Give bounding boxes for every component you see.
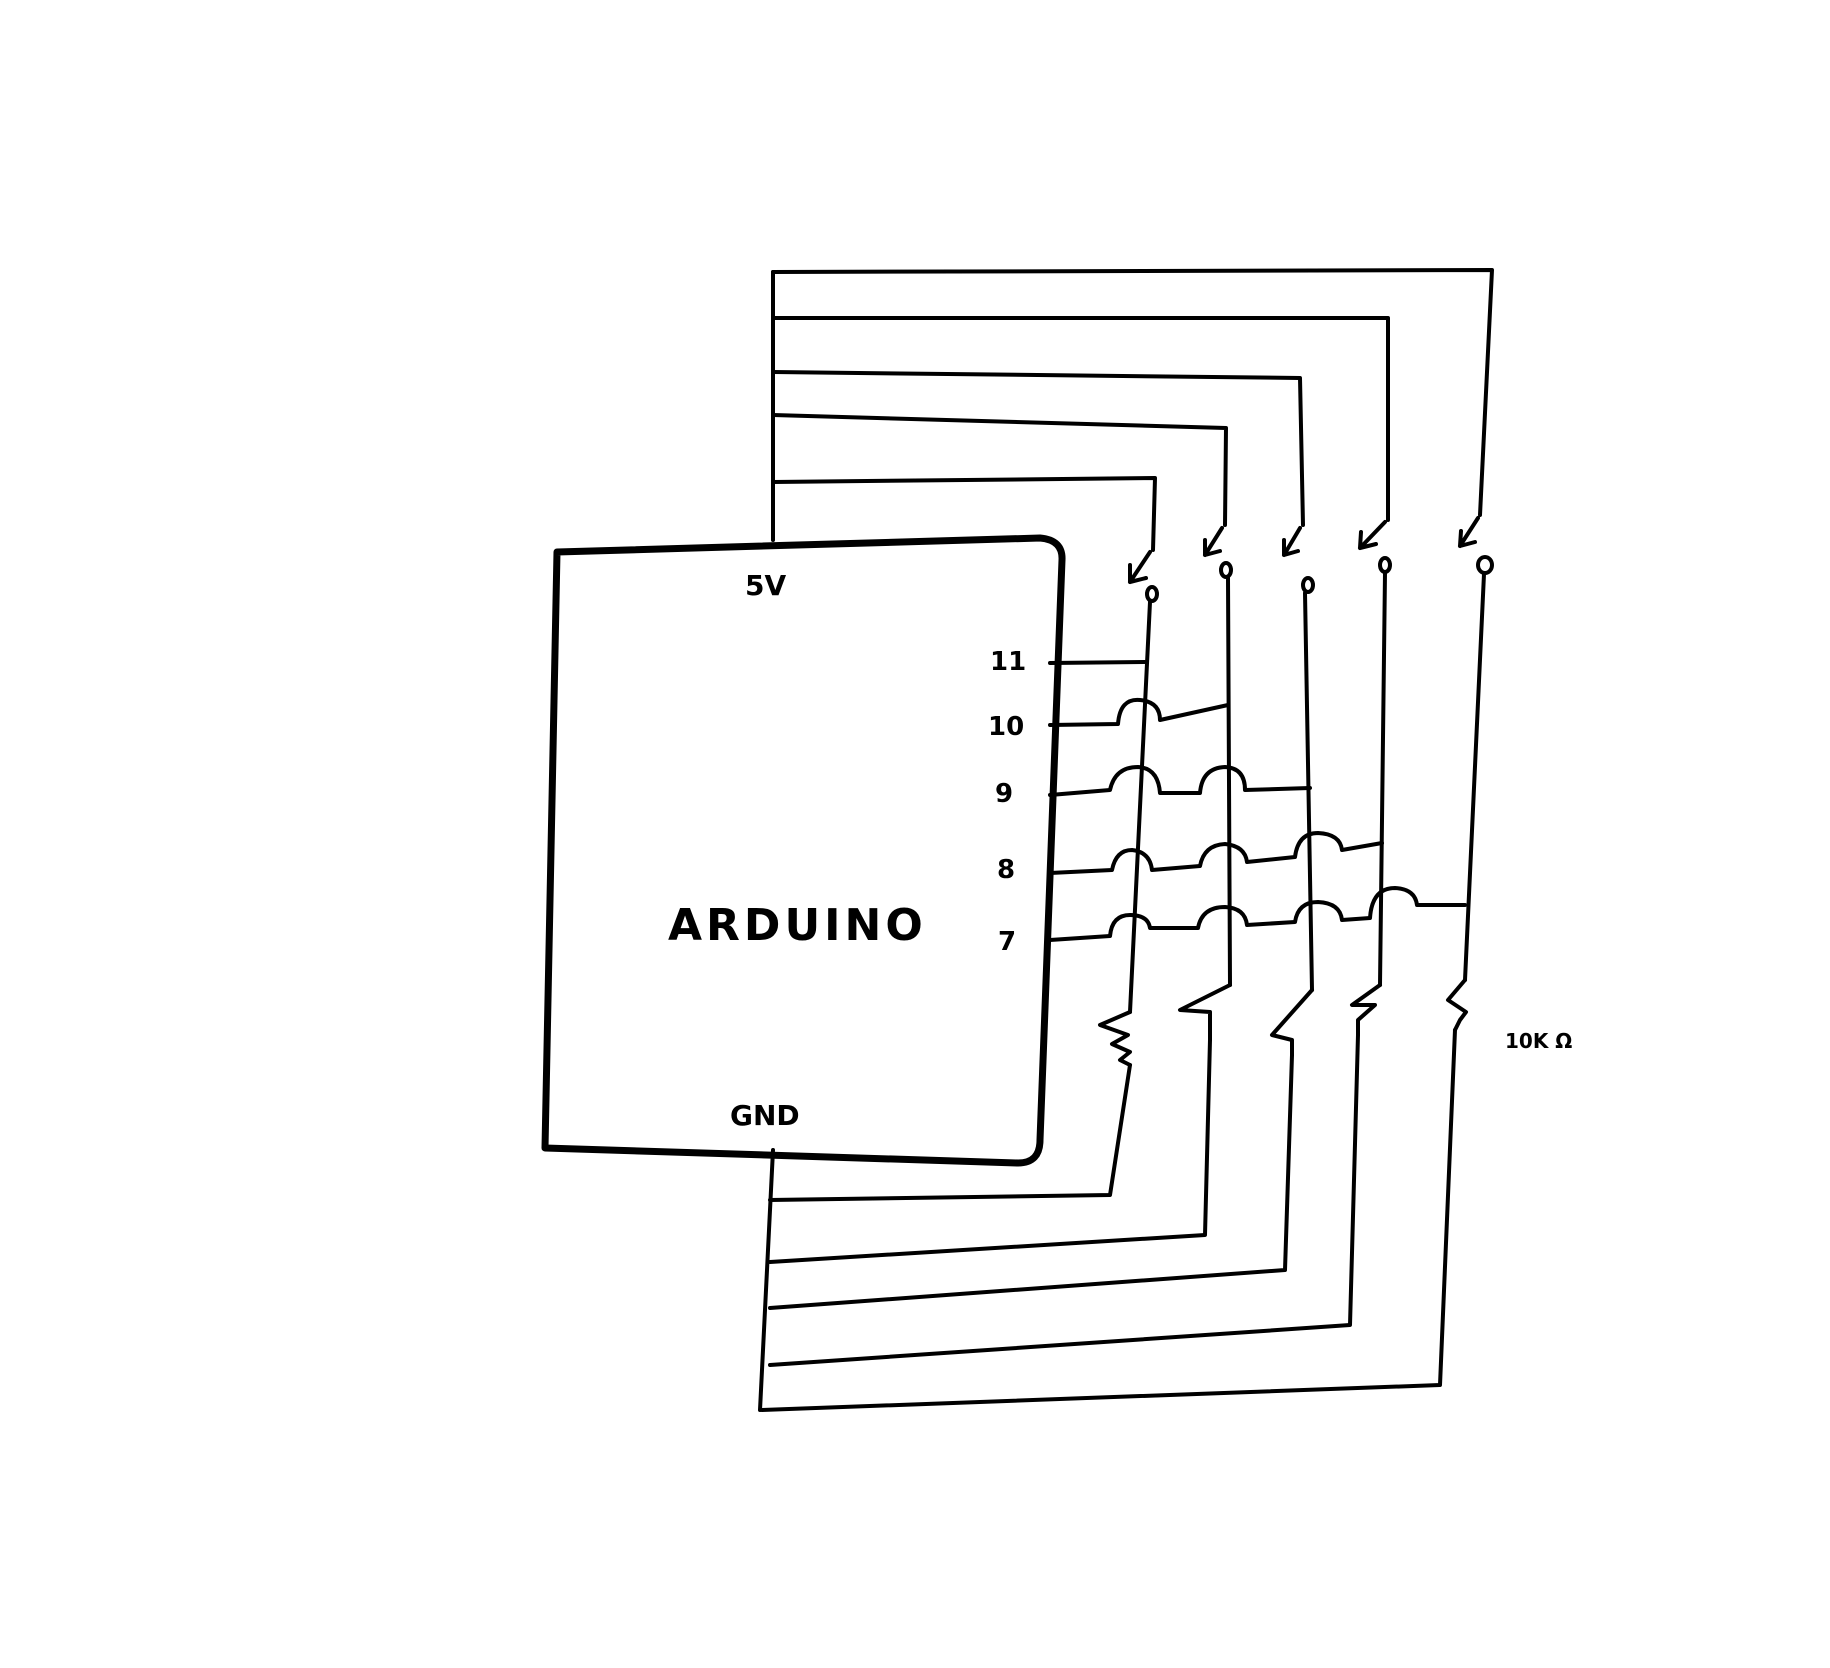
board-label: ARDUINO	[668, 900, 927, 951]
pin-wire-8	[1048, 831, 1384, 875]
power-wire-4	[771, 316, 1390, 522]
resistor-4	[1350, 983, 1382, 1037]
ground-wire-1	[768, 1063, 1132, 1202]
pin-label-7: 7	[998, 927, 1016, 957]
power-wire-1	[771, 476, 1157, 552]
resistor-2	[1178, 983, 1232, 1042]
resistor-3	[1270, 988, 1314, 1057]
pin-label-9: 9	[995, 779, 1013, 809]
arduino-board	[541, 534, 1066, 1167]
pin-wire-7	[1048, 886, 1467, 942]
resistor-1	[1098, 1010, 1132, 1067]
power-wire-3	[771, 370, 1305, 527]
column-wire-2	[1226, 576, 1232, 987]
column-wire-5	[1463, 572, 1486, 982]
ground-wire-2	[768, 1038, 1212, 1264]
column-wire-3	[1303, 591, 1314, 992]
switch-4	[1358, 520, 1392, 574]
ground-pin-label: GND	[730, 1099, 800, 1132]
power-wire-2	[771, 413, 1228, 527]
pin-label-8: 8	[997, 855, 1015, 885]
ground-wire-5	[760, 1028, 1457, 1412]
ground-wire-3	[768, 1053, 1294, 1310]
resistor-5	[1446, 978, 1468, 1032]
switch-5	[1458, 516, 1494, 575]
pin-wire-10	[1048, 697, 1230, 727]
switch-3	[1282, 526, 1315, 594]
pin-label-10: 10	[988, 712, 1024, 742]
column-wire-1	[1128, 600, 1152, 1014]
ground-wire-4	[768, 1033, 1360, 1367]
pin-wire-11	[1048, 660, 1149, 665]
resistor-label: 10K Ω	[1505, 1029, 1572, 1053]
switch-2	[1203, 526, 1233, 579]
pin-label-11: 11	[990, 647, 1026, 677]
power-pin-label: 5V	[745, 569, 786, 602]
power-wire-5	[771, 268, 1494, 517]
ground-rail	[758, 1148, 775, 1412]
pin-wire-9	[1048, 765, 1312, 797]
switch-1	[1128, 550, 1159, 603]
column-wire-4	[1378, 571, 1387, 987]
